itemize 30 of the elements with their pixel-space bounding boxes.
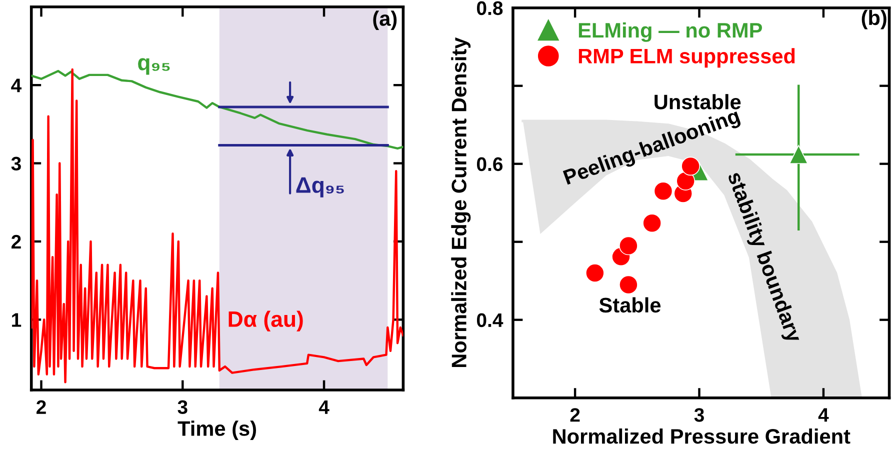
x-tick-label: 4 bbox=[318, 400, 330, 414]
point bbox=[789, 145, 808, 164]
annotation: Stable bbox=[599, 297, 661, 313]
annotation: (a) bbox=[373, 10, 397, 30]
x-axis-title: Normalized Pressure Gradient bbox=[553, 428, 850, 444]
legend-label: RMP ELM suppressed bbox=[578, 48, 795, 68]
point bbox=[585, 264, 604, 282]
point bbox=[642, 214, 662, 233]
x-tick-label: 3 bbox=[178, 400, 188, 414]
y-axis-title: Normalized Edge Current Density bbox=[451, 37, 471, 367]
y-tick-label: 0.6 bbox=[476, 157, 503, 172]
y-tick-label: 4 bbox=[11, 78, 22, 92]
x-axis-title: Time (s) bbox=[178, 420, 256, 440]
series-label: q₉₅ bbox=[138, 58, 170, 75]
annotation: Unstable bbox=[654, 94, 741, 110]
y-tick-label: 1 bbox=[12, 313, 22, 327]
point bbox=[619, 275, 638, 294]
y-tick-label: 0.4 bbox=[476, 313, 504, 328]
y-tick-label: 0.8 bbox=[476, 1, 503, 16]
x-tick-label: 2 bbox=[570, 408, 580, 422]
x-tick-label: 4 bbox=[818, 408, 829, 422]
x-tick-label: 3 bbox=[694, 408, 704, 422]
y-tick-label: 3 bbox=[11, 156, 21, 171]
series-label: Dα (au) bbox=[228, 310, 303, 332]
x-tick-label: 2 bbox=[36, 400, 46, 414]
annotation: Δq₉₅ bbox=[296, 177, 344, 198]
legend-label: ELMing — no RMP bbox=[578, 22, 762, 42]
annotation: (b) bbox=[862, 10, 886, 30]
y-tick-label: 2 bbox=[12, 234, 21, 249]
point bbox=[619, 236, 638, 256]
